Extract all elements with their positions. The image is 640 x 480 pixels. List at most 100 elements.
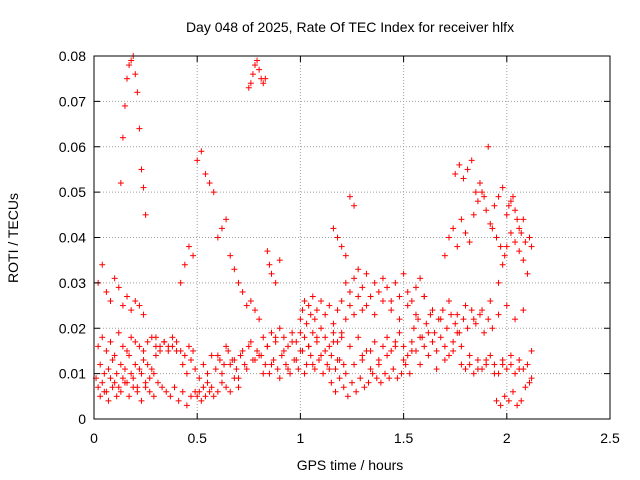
data-point: [109, 384, 116, 391]
data-point: [117, 388, 124, 395]
data-point: [200, 384, 207, 391]
data-point: [169, 334, 176, 341]
data-point: [522, 384, 529, 391]
data-point: [466, 352, 473, 359]
data-point: [495, 193, 502, 200]
y-tick-label: 0.01: [59, 366, 86, 382]
data-point: [107, 375, 114, 382]
data-point: [322, 347, 329, 354]
data-point: [243, 366, 250, 373]
data-point: [479, 189, 486, 196]
data-point: [400, 343, 407, 350]
data-point: [375, 361, 382, 368]
data-point: [218, 370, 225, 377]
data-point: [297, 316, 304, 323]
data-point: [208, 352, 215, 359]
data-point: [179, 388, 186, 395]
data-point: [367, 347, 374, 354]
data-point: [202, 170, 209, 177]
data-point: [516, 366, 523, 373]
data-point: [157, 343, 164, 350]
data-point: [227, 252, 234, 259]
data-point: [144, 361, 151, 368]
data-point: [237, 352, 244, 359]
data-point: [322, 311, 329, 318]
data-point: [95, 343, 102, 350]
data-point: [355, 293, 362, 300]
data-point: [309, 329, 316, 336]
data-point: [239, 288, 246, 295]
data-point: [247, 80, 254, 87]
data-point: [528, 375, 535, 382]
data-point: [223, 384, 230, 391]
data-point: [441, 357, 448, 364]
data-point: [503, 302, 510, 309]
data-point: [470, 370, 477, 377]
data-point: [297, 329, 304, 336]
data-point: [514, 402, 521, 409]
data-point: [458, 361, 465, 368]
data-point: [528, 243, 535, 250]
data-point: [289, 338, 296, 345]
data-point: [450, 225, 457, 232]
data-point: [526, 234, 533, 241]
data-point: [200, 361, 207, 368]
data-point: [340, 361, 347, 368]
data-point: [270, 357, 277, 364]
chart-title: Day 048 of 2025, Rate Of TEC Index for r…: [186, 19, 514, 35]
data-point: [462, 366, 469, 373]
data-point: [342, 316, 349, 323]
data-point: [476, 311, 483, 318]
data-point: [359, 284, 366, 291]
data-point: [128, 334, 135, 341]
data-point: [235, 279, 242, 286]
data-point: [421, 293, 428, 300]
data-point: [487, 352, 494, 359]
data-point: [326, 343, 333, 350]
data-point: [507, 352, 514, 359]
data-point: [338, 298, 345, 305]
data-point: [212, 366, 219, 373]
data-point: [136, 302, 143, 309]
data-point: [441, 343, 448, 350]
data-point: [462, 302, 469, 309]
data-point: [289, 329, 296, 336]
data-point: [119, 302, 126, 309]
data-point: [388, 347, 395, 354]
data-point: [334, 307, 341, 314]
data-point: [470, 316, 477, 323]
data-point: [514, 216, 521, 223]
data-point: [181, 261, 188, 268]
data-point: [117, 180, 124, 187]
data-point: [305, 302, 312, 309]
data-point: [225, 347, 232, 354]
data-point: [443, 325, 450, 332]
data-point: [121, 379, 128, 386]
data-point: [334, 234, 341, 241]
data-point: [206, 388, 213, 395]
data-point: [111, 275, 118, 282]
data-point: [464, 166, 471, 173]
data-point: [330, 338, 337, 345]
data-point: [311, 366, 318, 373]
data-point: [518, 229, 525, 236]
data-point: [450, 347, 457, 354]
data-point: [274, 366, 281, 373]
data-point: [497, 243, 504, 250]
data-point: [384, 284, 391, 291]
data-point: [206, 180, 213, 187]
data-point: [138, 166, 145, 173]
data-point: [218, 379, 225, 386]
y-tick-label: 0.02: [59, 320, 86, 336]
data-point: [138, 370, 145, 377]
data-point: [466, 239, 473, 246]
data-point: [379, 343, 386, 350]
data-point: [396, 316, 403, 323]
data-point: [198, 397, 205, 404]
data-point: [152, 334, 159, 341]
data-point: [260, 370, 267, 377]
data-point: [233, 366, 240, 373]
data-point: [528, 347, 535, 354]
data-point: [507, 361, 514, 368]
data-point: [315, 357, 322, 364]
